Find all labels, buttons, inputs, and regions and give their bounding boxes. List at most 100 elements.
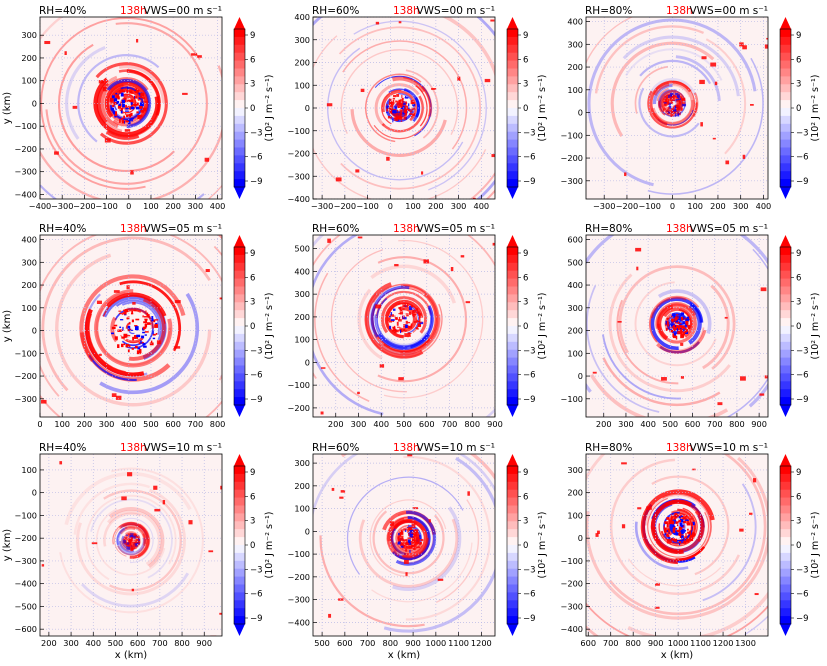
core-speckle: [404, 101, 408, 103]
colorbar-min-arrow: [507, 624, 518, 636]
colorbar-step: [780, 286, 791, 295]
outer-band: [660, 84, 690, 98]
outer-band: [587, 18, 757, 187]
panel-rh-title: RH=80%: [585, 5, 632, 17]
colorbar-tick-label: −9: [523, 395, 536, 405]
core-speckle: [680, 524, 684, 528]
core-speckle: [669, 97, 672, 101]
colorbar-tick-label: 3: [796, 298, 801, 308]
colorbar-step: [507, 100, 518, 109]
core-speckle: [119, 312, 122, 315]
colorbar-step: [780, 576, 791, 585]
core-speckle: [678, 516, 681, 519]
outer-band: [392, 506, 462, 591]
core-speckle: [117, 96, 120, 100]
x-tick-label: 200: [710, 201, 726, 211]
core-speckle: [392, 118, 394, 123]
y-tick-label: 500: [567, 257, 583, 267]
colorbar-tick-label: 6: [523, 55, 528, 65]
panel-rh-title: RH=40%: [39, 223, 86, 235]
inner-band: [652, 509, 704, 553]
core-speckle: [141, 341, 144, 344]
colorbar-step: [780, 163, 791, 172]
inner-band: [365, 292, 443, 358]
colorbar-step: [507, 576, 518, 585]
x-axis-label: x (km): [661, 650, 694, 661]
colorbar-tick-label: −6: [796, 371, 809, 381]
core-speckle: [663, 529, 667, 533]
core-speckle: [676, 97, 679, 99]
inner-band: [652, 81, 670, 96]
scattered-cell: [386, 156, 390, 161]
x-tick-label: 600: [685, 419, 701, 429]
outer-band: [374, 83, 420, 127]
scattered-cell: [156, 340, 161, 345]
y-tick-label: −600: [15, 624, 38, 634]
colorbar-step: [780, 131, 791, 141]
core-speckle: [678, 98, 682, 100]
core-speckle: [672, 94, 676, 98]
colorbar-step: [234, 60, 245, 69]
colorbar-step: [234, 44, 245, 54]
y-tick-label: −300: [561, 176, 584, 186]
outer-band: [469, 171, 495, 199]
panel-vws-title: VWS=10 m s⁻¹: [143, 442, 222, 454]
scattered-cell: [113, 290, 120, 293]
core-speckle: [132, 336, 135, 341]
core-speckle: [136, 350, 141, 355]
colorbar-step: [507, 560, 518, 570]
core-speckle: [124, 311, 127, 314]
x-tick-label: 0: [388, 201, 393, 211]
scattered-cell: [437, 578, 444, 581]
inner-band: [128, 297, 166, 361]
colorbar-step: [780, 29, 791, 38]
outer-band: [586, 454, 606, 482]
core-speckle: [675, 521, 679, 524]
y-tick-label: 0: [578, 371, 583, 381]
panel-vws-title: VWS=00 m s⁻¹: [416, 5, 495, 17]
outer-band: [58, 43, 175, 173]
scattered-cell: [54, 151, 59, 155]
colorbar-step: [234, 286, 245, 295]
plot-area: [40, 235, 222, 417]
core-speckle: [685, 331, 689, 334]
core-speckle: [404, 108, 407, 112]
core-speckle: [123, 120, 126, 124]
core-speckle: [135, 345, 138, 349]
colorbar-tick-label: 6: [250, 492, 255, 502]
colorbar-max-arrow: [780, 17, 791, 29]
plot-frame: [585, 16, 769, 200]
core-speckle: [668, 532, 670, 534]
scattered-cell: [208, 550, 214, 553]
outer-band: [609, 458, 741, 596]
colorbar-label: (10² J m⁻² s⁻¹): [810, 511, 821, 578]
core-speckle: [121, 343, 124, 348]
scattered-cell: [220, 485, 222, 490]
y-tick-label: 300: [21, 257, 37, 267]
core-speckle: [117, 344, 120, 349]
colorbar-step: [234, 278, 245, 287]
scattered-cell: [320, 367, 326, 369]
core-speckle: [398, 307, 402, 310]
core-speckle: [389, 325, 392, 330]
panel-rh-title: RH=80%: [585, 223, 632, 235]
core-speckle: [123, 343, 126, 346]
panel-vws-title: VWS=05 m s⁻¹: [416, 223, 495, 235]
colorbar-label: (10² J m⁻² s⁻¹): [264, 292, 275, 359]
outer-band: [107, 509, 162, 566]
outer-band: [647, 57, 764, 195]
inner-band: [364, 282, 424, 359]
core-speckle: [419, 541, 422, 545]
x-axis-label: x (km): [115, 650, 148, 661]
core-speckle: [142, 331, 146, 334]
x-tick-label: 200: [165, 201, 181, 211]
y-axis-label: y (km): [2, 529, 13, 562]
x-tick-label: 400: [210, 201, 226, 211]
panel-rh-title: RH=60%: [312, 5, 359, 17]
colorbar-step: [780, 155, 791, 164]
core-speckle: [677, 319, 681, 321]
core-speckle: [676, 99, 679, 102]
colorbar-tick-label: −9: [250, 395, 263, 405]
inner-band: [116, 527, 146, 556]
colorbar-tick-label: −3: [250, 346, 263, 356]
